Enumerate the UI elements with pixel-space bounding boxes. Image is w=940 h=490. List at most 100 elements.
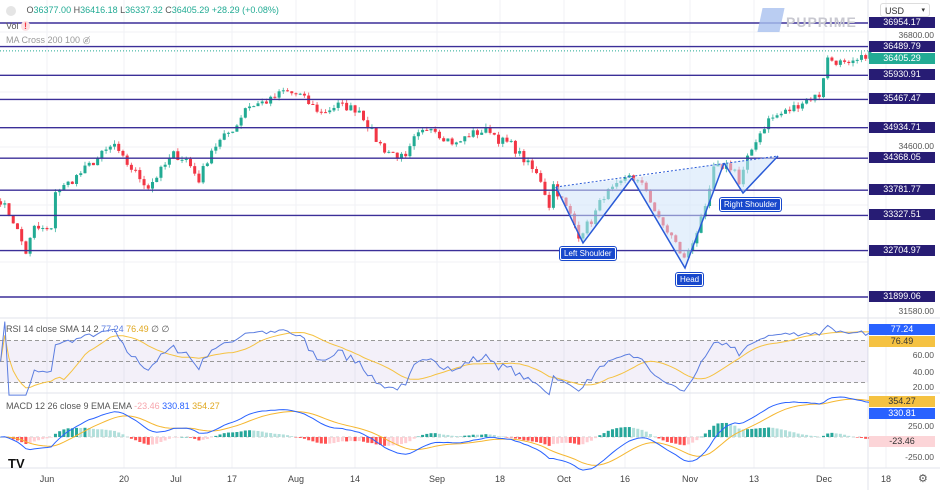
candle-body [172,151,176,158]
candle-body [475,130,479,135]
candle-body [762,129,766,134]
level-price-label: 33327.51 [869,209,935,221]
macd-histogram-bar [847,435,851,437]
candle-body [779,113,783,116]
candle-body [501,137,505,144]
candle-body [83,165,87,174]
pattern-fill [632,163,724,268]
close-value: 36405.29 [171,5,210,15]
macd-histogram-bar [513,437,517,439]
macd-histogram-bar [188,437,192,438]
macd-histogram-bar [762,427,766,437]
candle-body [830,57,834,61]
macd-histogram-bar [307,437,311,441]
eye-hidden-icon[interactable]: ◎̸ [82,35,91,45]
macd-histogram-bar [302,437,306,439]
macd-histogram-bar [252,430,256,437]
tradingview-logo[interactable]: TV [8,456,25,471]
macd-histogram-bar [121,434,125,437]
macd-histogram-bar [70,428,74,437]
rsi-value: 77.24 [101,324,124,334]
rsi-label: RSI 14 close SMA 14 2 [6,324,99,334]
candle-body [277,91,281,98]
candle-body [226,132,230,134]
candle-body [340,102,344,104]
candle-body [248,106,252,109]
macd-histogram-bar [484,434,488,437]
macd-histogram-bar [79,427,83,437]
macd-histogram-bar [573,437,576,444]
macd-histogram-bar [746,429,750,437]
candle-body [518,151,522,154]
candle-body [526,160,530,163]
candle-body [113,143,117,147]
macd-legend: MACD 12 26 close 9 EMA EMA -23.46 330.81… [6,401,220,411]
currency-select[interactable]: USD ▾ [880,3,930,17]
time-tick-label: 13 [748,474,760,484]
macd-histogram-bar [623,427,627,437]
candle-body [429,128,433,131]
macd-histogram-bar [146,437,150,445]
candle-body [302,93,306,96]
macd-histogram-bar [488,434,492,437]
pattern-line [631,162,725,270]
macd-histogram-bar [45,437,49,439]
candle-body [49,228,53,230]
candle-body [290,91,294,94]
candle-body [142,179,146,186]
candle-body [91,162,95,166]
puprime-watermark: PUPRIME [786,14,857,30]
candle-body [45,227,49,230]
macd-histogram-bar [551,437,555,445]
candle-body [273,96,277,98]
candle-body [855,59,859,61]
macd-histogram-bar [163,437,167,441]
settings-gear-icon[interactable]: ⚙ [918,473,928,485]
rsi-tick-label: 60.00 [912,350,934,360]
candle-body [79,173,83,176]
candle-body [796,105,800,109]
macd-histogram-bar [724,422,728,437]
macd-histogram-bar [311,437,315,442]
macd-histogram-bar [315,437,319,443]
collapse-icon[interactable] [6,5,16,16]
time-tick-label: 14 [349,474,361,484]
candle-body [41,227,45,229]
candle-body [184,158,188,160]
candle-body [286,90,290,92]
macd-histogram-bar [362,437,365,442]
pattern-line [723,155,779,195]
candle-body [530,160,534,170]
macd-histogram-bar [864,437,868,439]
macd-histogram-bar [547,437,551,446]
pattern-fill [556,178,632,243]
candle-body [366,120,370,129]
macd-histogram-bar [556,437,560,444]
macd-histogram-bar [108,430,112,437]
macd-histogram-bar [737,428,741,437]
macd-histogram-bar [703,433,707,437]
macd-histogram-bar [509,437,513,438]
level-price-label: 34934.71 [869,121,935,133]
candle-body [395,152,399,159]
candle-body [205,163,209,167]
candle-body [817,94,821,98]
macd-histogram-bar [391,437,395,446]
macd-histogram-bar [332,437,336,444]
macd-histogram-bar [336,437,340,443]
macd-histogram-bar [197,437,201,441]
candle-body [163,164,167,167]
ma-legend: MA Cross 200 100 ◎̸ [6,35,90,46]
current-price-label: 36405.29 [869,52,935,64]
macd-histogram-bar [437,433,441,437]
macd-histogram-bar [290,436,294,437]
warning-icon[interactable]: ! [21,21,31,31]
candle-body [522,151,526,163]
macd-histogram-bar [796,433,800,437]
candle-body [264,101,268,104]
candle-body [256,103,260,107]
pattern-line [555,177,633,245]
macd-histogram-bar [167,437,171,439]
candle-body [378,141,382,144]
